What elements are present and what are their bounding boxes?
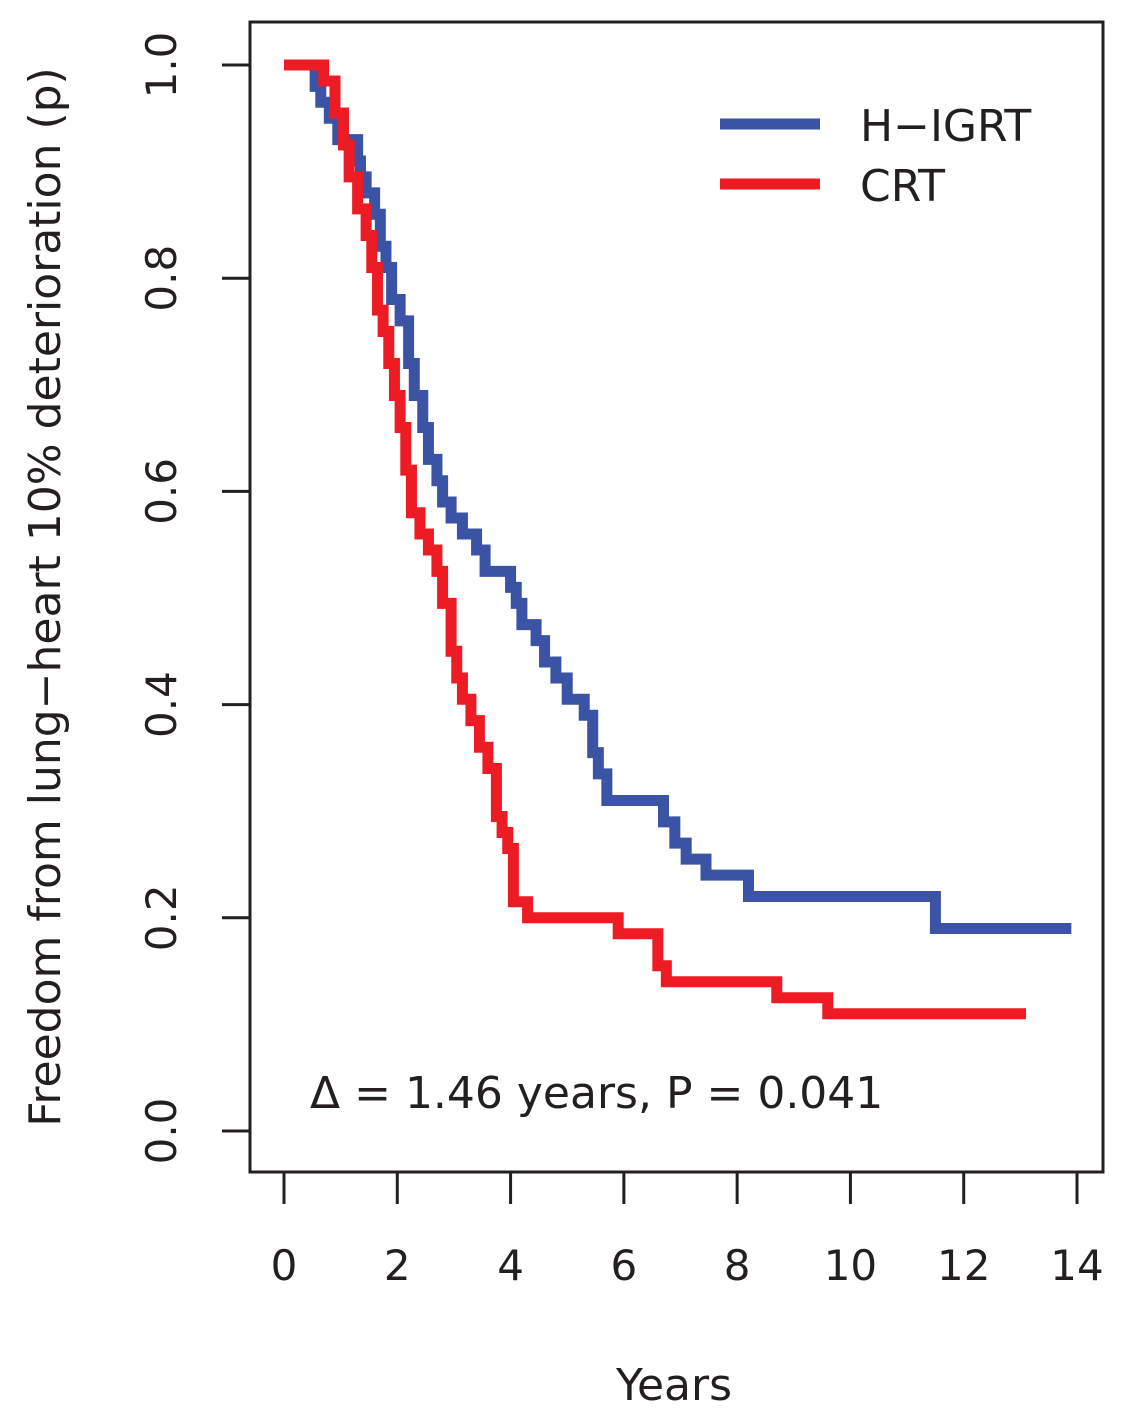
series-line-h-igrt — [284, 59, 1072, 934]
legend: H−IGRT CRT — [720, 101, 1031, 212]
x-tick-label: 0 — [271, 1241, 298, 1290]
annotation-delta-p: Δ = 1.46 years, P = 0.041 — [310, 1068, 883, 1119]
x-tick-label: 2 — [384, 1241, 411, 1290]
x-axis-title: Years — [615, 1360, 732, 1411]
y-axis-title: Freedom from lung−heart 10% deterioratio… — [20, 67, 71, 1126]
x-tick-label: 12 — [937, 1241, 990, 1290]
series-layer — [284, 59, 1072, 1020]
x-tick-label: 4 — [497, 1241, 524, 1290]
y-tick-label: 0.2 — [137, 884, 186, 951]
y-tick-label: 0.4 — [137, 671, 186, 738]
y-tick-label: 0.8 — [137, 245, 186, 312]
y-axis: 0.0 0.2 0.4 0.6 0.8 1.0 — [137, 32, 252, 1165]
y-tick-label: 1.0 — [137, 32, 186, 99]
y-tick-label: 0.6 — [137, 458, 186, 525]
x-tick-label: 14 — [1050, 1241, 1103, 1290]
y-tick-label: 0.0 — [137, 1098, 186, 1165]
series-line-crt — [284, 59, 1027, 1020]
x-axis: 0 2 4 6 8 10 12 14 — [271, 1170, 1104, 1290]
x-tick-label: 6 — [610, 1241, 637, 1290]
x-tick-label: 10 — [824, 1241, 877, 1290]
legend-label-h-igrt: H−IGRT — [860, 101, 1031, 152]
legend-label-crt: CRT — [860, 161, 945, 212]
x-tick-label: 8 — [724, 1241, 751, 1290]
